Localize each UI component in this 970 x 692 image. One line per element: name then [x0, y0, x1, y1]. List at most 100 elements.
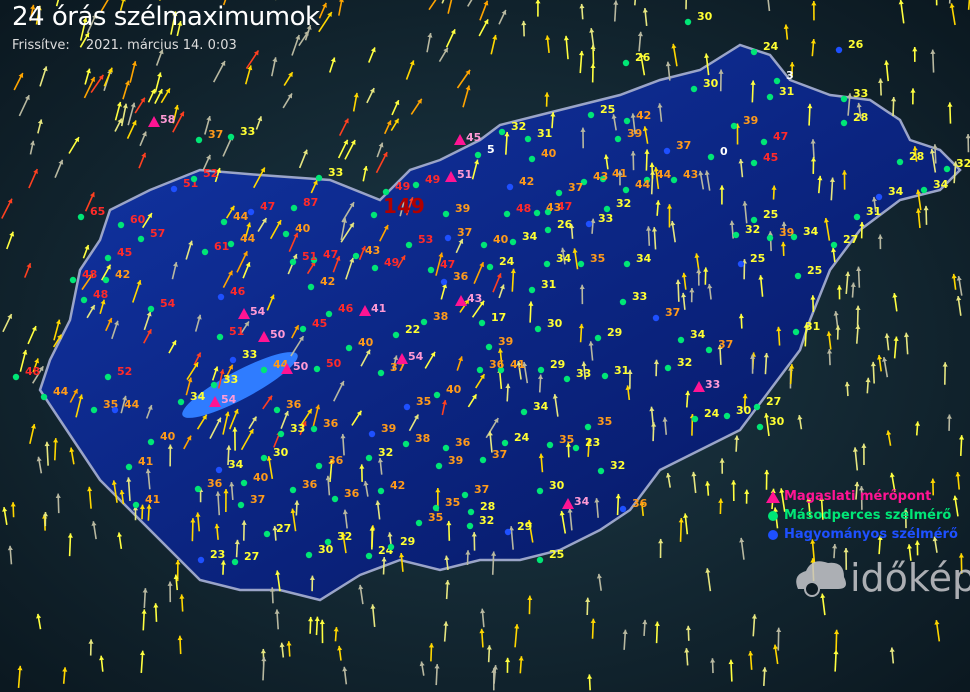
station-marker[interactable] [125, 463, 133, 471]
station-marker[interactable] [622, 59, 630, 67]
station-marker[interactable] [403, 403, 411, 411]
station-marker[interactable] [365, 552, 373, 560]
station-marker[interactable] [543, 260, 551, 268]
station-marker[interactable] [433, 391, 441, 399]
station-marker[interactable] [307, 283, 315, 291]
station-marker[interactable] [524, 135, 532, 143]
station-marker[interactable] [480, 241, 488, 249]
station-marker[interactable] [387, 543, 395, 551]
station-marker[interactable] [730, 122, 738, 130]
station-marker[interactable] [943, 165, 951, 173]
station-marker[interactable] [474, 151, 482, 159]
station-marker[interactable] [210, 381, 218, 389]
station-marker[interactable] [325, 310, 333, 318]
mountain-station-marker[interactable] [396, 353, 408, 364]
station-marker[interactable] [415, 519, 423, 527]
station-marker[interactable] [536, 556, 544, 564]
station-marker[interactable] [853, 213, 861, 221]
station-marker[interactable] [503, 210, 511, 218]
station-marker[interactable] [260, 454, 268, 462]
station-marker[interactable] [790, 233, 798, 241]
station-marker[interactable] [623, 260, 631, 268]
station-marker[interactable] [792, 328, 800, 336]
station-marker[interactable] [555, 189, 563, 197]
station-marker[interactable] [80, 296, 88, 304]
station-marker[interactable] [190, 175, 198, 183]
station-marker[interactable] [201, 248, 209, 256]
station-marker[interactable] [684, 18, 692, 26]
station-marker[interactable] [442, 210, 450, 218]
station-marker[interactable] [111, 406, 119, 414]
station-marker[interactable] [485, 343, 493, 351]
station-marker[interactable] [195, 136, 203, 144]
station-marker[interactable] [427, 266, 435, 274]
station-marker[interactable] [194, 485, 202, 493]
station-marker[interactable] [705, 346, 713, 354]
station-marker[interactable] [520, 408, 528, 416]
station-marker[interactable] [315, 174, 323, 182]
station-marker[interactable] [840, 95, 848, 103]
station-marker[interactable] [282, 230, 290, 238]
station-marker[interactable] [794, 272, 802, 280]
station-marker[interactable] [69, 276, 77, 284]
station-marker[interactable] [537, 366, 545, 374]
station-marker[interactable] [466, 522, 474, 530]
station-marker[interactable] [104, 373, 112, 381]
mountain-station-marker[interactable] [693, 381, 705, 392]
station-marker[interactable] [324, 538, 332, 546]
station-marker[interactable] [382, 188, 390, 196]
station-marker[interactable] [368, 430, 376, 438]
station-marker[interactable] [377, 369, 385, 377]
station-marker[interactable] [263, 530, 271, 538]
station-marker[interactable] [896, 158, 904, 166]
station-marker[interactable] [509, 238, 517, 246]
station-marker[interactable] [773, 77, 781, 85]
station-marker[interactable] [677, 336, 685, 344]
station-marker[interactable] [104, 254, 112, 262]
station-marker[interactable] [289, 258, 297, 266]
station-marker[interactable] [90, 406, 98, 414]
station-marker[interactable] [277, 430, 285, 438]
station-marker[interactable] [691, 415, 699, 423]
station-marker[interactable] [442, 444, 450, 452]
station-marker[interactable] [594, 334, 602, 342]
station-marker[interactable] [690, 85, 698, 93]
station-marker[interactable] [227, 133, 235, 141]
station-marker[interactable] [405, 241, 413, 249]
station-marker[interactable] [506, 183, 514, 191]
station-marker[interactable] [220, 218, 228, 226]
station-marker[interactable] [753, 403, 761, 411]
station-marker[interactable] [486, 263, 494, 271]
station-marker[interactable] [467, 508, 475, 516]
station-marker[interactable] [643, 176, 651, 184]
station-marker[interactable] [444, 234, 452, 242]
station-marker[interactable] [392, 331, 400, 339]
station-marker[interactable] [102, 276, 110, 284]
station-marker[interactable] [315, 462, 323, 470]
station-marker[interactable] [723, 412, 731, 420]
station-marker[interactable] [478, 319, 486, 327]
station-marker[interactable] [240, 479, 248, 487]
station-marker[interactable] [603, 205, 611, 213]
station-marker[interactable] [371, 264, 379, 272]
station-marker[interactable] [365, 454, 373, 462]
station-marker[interactable] [670, 176, 678, 184]
station-marker[interactable] [310, 256, 318, 264]
station-marker[interactable] [835, 46, 843, 54]
station-marker[interactable] [170, 185, 178, 193]
mountain-station-marker[interactable] [445, 171, 457, 182]
station-marker[interactable] [750, 159, 758, 167]
station-marker[interactable] [313, 365, 321, 373]
station-marker[interactable] [412, 181, 420, 189]
station-marker[interactable] [599, 175, 607, 183]
station-marker[interactable] [247, 208, 255, 216]
station-marker[interactable] [331, 495, 339, 503]
station-marker[interactable] [766, 234, 774, 242]
station-marker[interactable] [587, 111, 595, 119]
station-marker[interactable] [664, 364, 672, 372]
station-marker[interactable] [432, 504, 440, 512]
station-marker[interactable] [237, 501, 245, 509]
mountain-station-marker[interactable] [359, 305, 371, 316]
station-marker[interactable] [402, 440, 410, 448]
station-marker[interactable] [572, 444, 580, 452]
